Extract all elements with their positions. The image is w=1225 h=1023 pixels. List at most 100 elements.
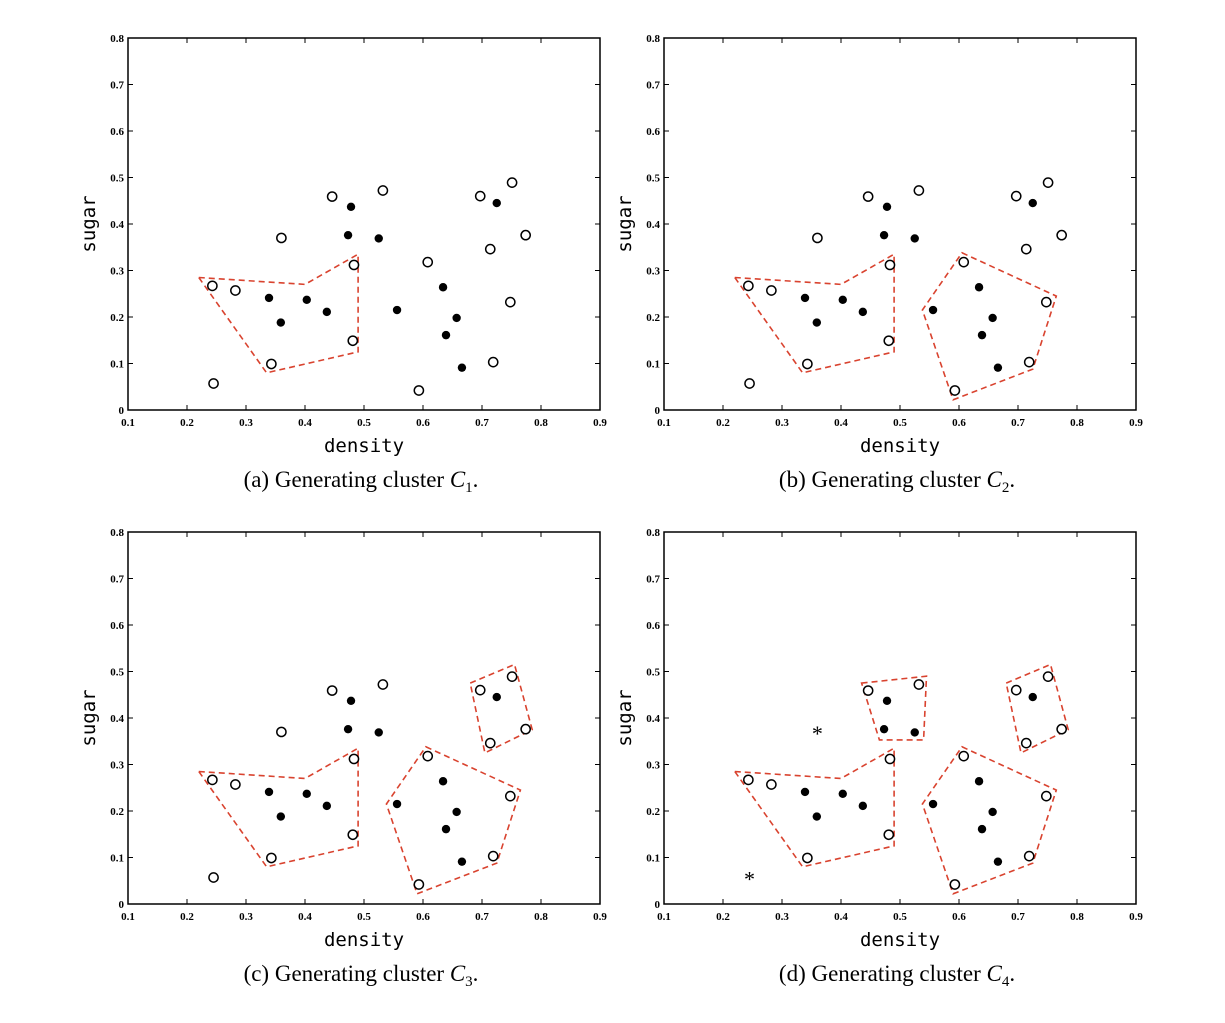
- cluster-outline: [469, 663, 534, 755]
- x-tick-label: 0.2: [716, 911, 730, 923]
- data-point-open: [1042, 671, 1054, 682]
- y-tick-label: 0.4: [646, 219, 660, 231]
- data-point-open: [949, 385, 961, 396]
- y-tick-label: 0.6: [646, 620, 660, 632]
- data-point-star: *: [744, 866, 755, 891]
- data-point-open: [862, 191, 874, 202]
- data-point-filled: [879, 724, 889, 734]
- data-point-filled: [392, 799, 402, 809]
- data-point-filled: [302, 789, 311, 798]
- y-tick-label: 0.6: [110, 620, 124, 632]
- x-tick-label: 0.5: [357, 417, 371, 429]
- y-tick-label: 0.5: [110, 173, 124, 185]
- x-tick-label: 0.7: [1011, 417, 1025, 429]
- y-tick-label: 0.7: [646, 574, 660, 586]
- panel-caption: (a) Generating cluster C1.: [244, 467, 479, 496]
- data-point-open: [413, 385, 425, 396]
- data-point-open: [506, 671, 518, 682]
- data-point-open: [484, 243, 496, 255]
- cluster-outline: [921, 251, 1058, 401]
- data-point-filled: [452, 313, 461, 323]
- data-point-open: [913, 185, 925, 196]
- x-tick-label: 0.3: [775, 911, 789, 923]
- x-tick-label: 0.9: [1129, 911, 1143, 923]
- cluster-outline: [197, 252, 359, 374]
- data-point-filled: [974, 283, 984, 292]
- data-point-filled: [812, 318, 822, 327]
- x-tick-label: 0.7: [475, 417, 489, 429]
- data-point-open: [230, 779, 241, 790]
- data-point-filled: [838, 295, 847, 304]
- caption-variable: C: [986, 961, 1002, 986]
- x-tick-label: 0.9: [1129, 417, 1143, 429]
- data-point-open: [487, 356, 499, 368]
- data-point-filled: [988, 807, 997, 817]
- x-tick-label: 0.5: [357, 911, 371, 923]
- x-tick-label: 0.8: [1070, 911, 1084, 923]
- data-point-open: [208, 872, 219, 883]
- caption-subscript: 1: [465, 480, 473, 496]
- data-point-filled: [452, 807, 461, 817]
- data-point-open: [474, 190, 486, 202]
- data-point-open: [766, 779, 777, 790]
- y-tick-label: 0.8: [110, 527, 124, 539]
- y-axis-label: sugar: [78, 689, 100, 746]
- data-point-open: [504, 296, 516, 308]
- data-point-filled: [346, 202, 356, 211]
- data-point-star: *: [812, 721, 823, 746]
- data-point-filled: [438, 777, 448, 786]
- x-tick-label: 0.8: [1070, 417, 1084, 429]
- y-tick-label: 0.4: [110, 713, 124, 725]
- caption-period: .: [473, 467, 479, 492]
- data-point-filled: [438, 283, 448, 292]
- data-point-open: [230, 285, 241, 296]
- data-point-filled: [812, 812, 822, 821]
- data-point-filled: [928, 799, 938, 809]
- y-axis-label: sugar: [78, 195, 100, 252]
- y-tick-label: 0.5: [646, 667, 660, 679]
- x-tick-label: 0.1: [121, 911, 135, 923]
- data-point-filled: [492, 692, 501, 702]
- x-tick-label: 0.9: [593, 417, 607, 429]
- y-tick-label: 0.5: [110, 667, 124, 679]
- data-point-filled: [322, 801, 332, 811]
- cluster-outline: [1005, 663, 1070, 755]
- caption-subscript: 2: [1002, 480, 1010, 496]
- data-point-open: [207, 280, 218, 292]
- data-point-open: [743, 774, 754, 786]
- cluster-outline: [197, 746, 359, 868]
- data-point-open: [266, 852, 277, 864]
- data-point-filled: [879, 230, 889, 240]
- data-point-open: [276, 726, 287, 738]
- data-point-open: [1010, 684, 1022, 696]
- y-tick-label: 0.3: [646, 266, 660, 278]
- data-point-filled: [374, 728, 383, 737]
- data-point-filled: [838, 789, 847, 798]
- data-point-filled: [928, 305, 938, 315]
- data-point-filled: [392, 305, 402, 315]
- data-point-filled: [302, 295, 311, 304]
- data-point-open: [1056, 723, 1068, 735]
- data-point-filled: [322, 307, 332, 317]
- caption-text: (c) Generating cluster: [244, 961, 450, 986]
- caption-period: .: [473, 961, 479, 986]
- data-point-open: [520, 723, 532, 735]
- y-tick-label: 0.4: [646, 713, 660, 725]
- y-tick-label: 0.7: [646, 80, 660, 92]
- x-tick-label: 0.2: [180, 417, 194, 429]
- data-point-open: [1010, 190, 1022, 202]
- x-tick-label: 0.1: [657, 911, 671, 923]
- cluster-outline: [733, 746, 895, 868]
- data-point-open: [743, 280, 754, 292]
- data-point-open: [958, 750, 970, 762]
- data-point-open: [266, 358, 277, 370]
- data-point-open: [812, 232, 823, 244]
- data-point-open: [802, 358, 813, 370]
- data-point-open: [347, 335, 359, 347]
- data-point-filled: [993, 363, 1003, 372]
- data-point-open: [1056, 229, 1068, 241]
- data-point-open: [520, 229, 532, 241]
- data-point-open: [347, 829, 359, 841]
- data-point-filled: [264, 293, 274, 303]
